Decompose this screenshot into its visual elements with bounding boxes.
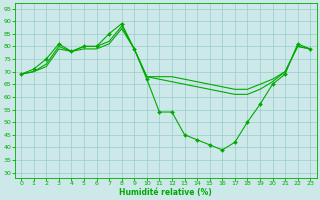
X-axis label: Humidité relative (%): Humidité relative (%) — [119, 188, 212, 197]
